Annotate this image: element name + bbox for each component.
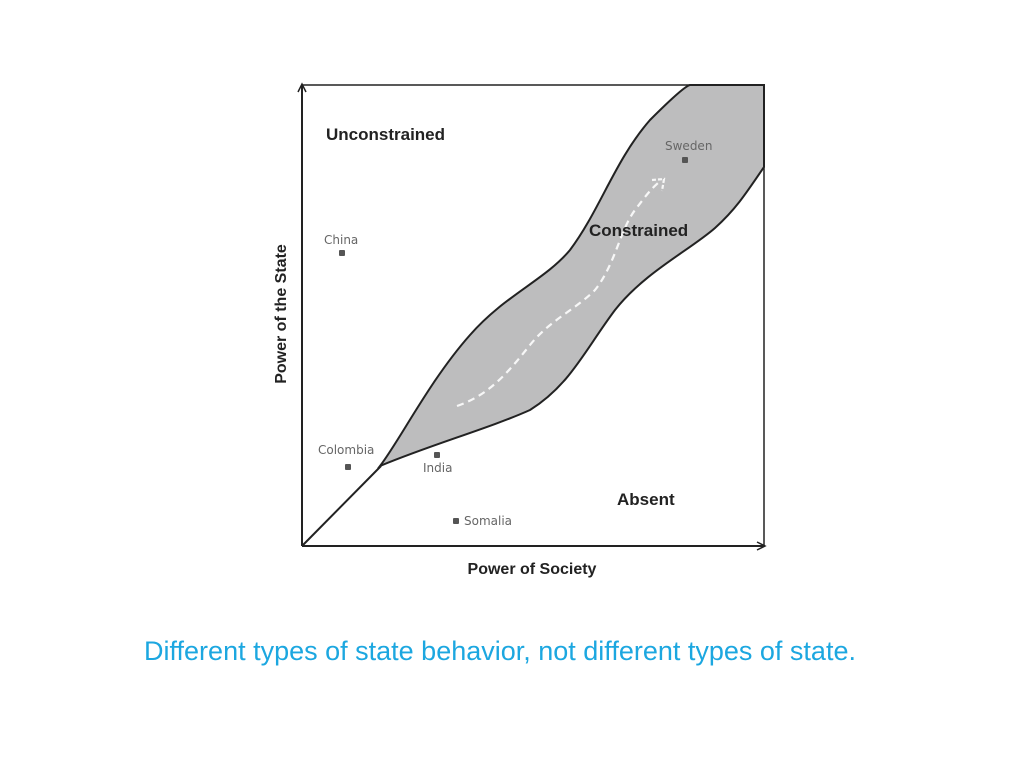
point-label-sweden: Sweden (665, 139, 712, 153)
point-somalia (453, 518, 459, 524)
diagonal-line (301, 465, 382, 547)
y-axis-title: Power of the State (273, 244, 290, 384)
trajectory-arrowhead-icon (651, 177, 666, 192)
point-label-china: China (324, 233, 358, 247)
point-label-india: India (423, 461, 452, 475)
region-label-constrained: Constrained (589, 221, 688, 240)
y-axis-arrow-icon (297, 82, 307, 93)
trajectory-path (456, 182, 659, 408)
point-label-colombia: Colombia (318, 443, 374, 457)
slide-caption: Different types of state behavior, not d… (144, 636, 856, 666)
x-axis-title: Power of Society (468, 561, 597, 578)
point-colombia (345, 464, 351, 470)
region-label-absent: Absent (617, 490, 675, 509)
point-china (339, 250, 345, 256)
point-label-somalia: Somalia (464, 514, 512, 528)
point-india (434, 452, 440, 458)
region-label-unconstrained: Unconstrained (326, 125, 445, 144)
point-sweden (682, 157, 688, 163)
x-axis-arrow-icon (756, 541, 767, 551)
